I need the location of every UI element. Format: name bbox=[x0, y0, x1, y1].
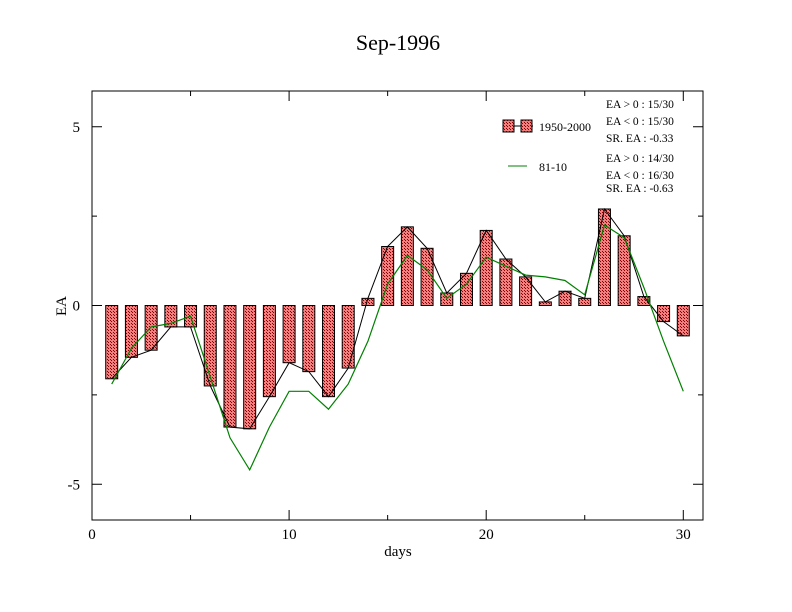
bar-day-29 bbox=[657, 305, 671, 323]
x-tick-label-0: 0 bbox=[88, 527, 96, 543]
x-tick-label-20: 20 bbox=[479, 527, 494, 543]
stats-block-81-10: EA > 0 : 14/30 EA < 0 : 16/30 SR. EA : -… bbox=[606, 153, 674, 195]
legend-label-1950-2000: 1950-2000 bbox=[539, 120, 591, 134]
legend: 1950-2000 81-10 bbox=[502, 119, 591, 174]
bar-day-23 bbox=[538, 301, 552, 306]
legend-bar-swatch-right bbox=[520, 119, 533, 133]
stat-ea-positive-1: EA > 0 : 15/30 bbox=[606, 99, 674, 111]
x-tick-label-30: 30 bbox=[676, 527, 691, 543]
stat-sr-ea-2: SR. EA : -0.63 bbox=[606, 183, 674, 195]
axes: 0 10 20 30 -5 0 5 bbox=[68, 91, 703, 543]
bar-day-7 bbox=[223, 305, 237, 428]
bar-day-27 bbox=[617, 235, 631, 307]
x-tick-label-10: 10 bbox=[282, 527, 297, 543]
series-line-81-10 bbox=[111, 224, 684, 472]
bar-day-13 bbox=[341, 305, 355, 369]
y-tick-label--5: -5 bbox=[68, 477, 81, 493]
bar-day-12 bbox=[322, 305, 336, 398]
bar-day-20 bbox=[479, 229, 493, 306]
bar-day-26 bbox=[597, 208, 611, 307]
stat-ea-positive-2: EA > 0 : 14/30 bbox=[606, 153, 674, 165]
lines bbox=[111, 207, 684, 472]
bar-day-10 bbox=[282, 305, 296, 364]
bar-day-25 bbox=[578, 297, 592, 307]
bar-day-11 bbox=[302, 305, 316, 373]
bar-day-22 bbox=[519, 276, 533, 306]
bar-day-30 bbox=[676, 305, 690, 337]
series-line-1950-2000 bbox=[111, 207, 684, 430]
bar-day-16 bbox=[400, 226, 414, 307]
y-axis-label: EA bbox=[54, 296, 70, 316]
stat-sr-ea-1: SR. EA : -0.33 bbox=[606, 133, 674, 145]
bars bbox=[105, 208, 690, 430]
stat-ea-negative-1: EA < 0 : 15/30 bbox=[606, 116, 674, 128]
bar-day-8 bbox=[243, 305, 257, 430]
bar-day-1 bbox=[105, 305, 119, 380]
stats-block-1950-2000: EA > 0 : 15/30 EA < 0 : 15/30 SR. EA : -… bbox=[606, 99, 674, 145]
chart-title: Sep-1996 bbox=[356, 30, 440, 55]
stat-ea-negative-2: EA < 0 : 16/30 bbox=[606, 170, 674, 182]
legend-label-81-10: 81-10 bbox=[539, 160, 567, 174]
y-tick-label-0: 0 bbox=[73, 299, 81, 315]
legend-bar-swatch-left bbox=[502, 119, 515, 133]
x-axis-label: days bbox=[384, 544, 412, 560]
y-tick-label-5: 5 bbox=[73, 120, 81, 136]
bar-day-3 bbox=[144, 305, 158, 351]
bar-day-9 bbox=[262, 305, 276, 398]
